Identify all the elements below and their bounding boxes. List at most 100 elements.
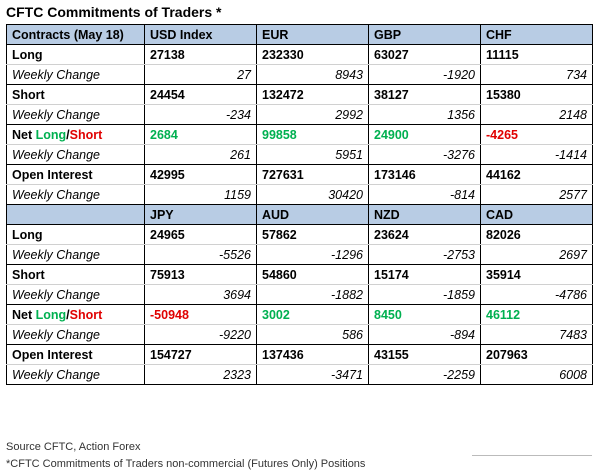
long-value: 63027 — [368, 44, 481, 65]
row-label: Short — [6, 84, 145, 105]
change-value: 5951 — [256, 144, 369, 165]
short-value: 24454 — [144, 84, 257, 105]
header-usd-index: USD Index — [144, 24, 257, 45]
row-label: Open Interest — [6, 344, 145, 365]
change-value: 2992 — [256, 104, 369, 125]
header-row: JPY AUD NZD CAD — [6, 204, 593, 225]
net-change-row: Weekly Change -9220 586 -894 7483 — [6, 324, 593, 345]
net-value: -4265 — [480, 124, 593, 145]
row-label: Weekly Change — [6, 64, 145, 85]
net-label: Net — [12, 307, 36, 322]
short-value: 35914 — [480, 264, 593, 285]
long-value: 11115 — [480, 44, 593, 65]
oi-value: 43155 — [368, 344, 481, 365]
short-value: 38127 — [368, 84, 481, 105]
change-value: 6008 — [480, 364, 593, 385]
short-value: 54860 — [256, 264, 369, 285]
net-value: 24900 — [368, 124, 481, 145]
net-value: 46112 — [480, 304, 593, 325]
row-label: Long — [6, 44, 145, 65]
long-value: 27138 — [144, 44, 257, 65]
change-value: 2148 — [480, 104, 593, 125]
net-long-short-label: Net Long/Short — [6, 304, 145, 325]
page-title: CFTC Commitments of Traders * — [6, 4, 222, 20]
change-value: 734 — [480, 64, 593, 85]
short-change-row: Weekly Change 3694 -1882 -1859 -4786 — [6, 284, 593, 305]
change-value: 8943 — [256, 64, 369, 85]
long-value: 24965 — [144, 224, 257, 245]
net-value: 3002 — [256, 304, 369, 325]
header-eur: EUR — [256, 24, 369, 45]
short-row: Short 24454 132472 38127 15380 — [6, 84, 593, 105]
short-label: Short — [69, 307, 103, 322]
change-value: -2259 — [368, 364, 481, 385]
change-value: 27 — [144, 64, 257, 85]
open-interest-row: Open Interest 154727 137436 43155 207963 — [6, 344, 593, 365]
header-gbp: GBP — [368, 24, 481, 45]
slash-label: / — [66, 127, 70, 142]
change-value: -1296 — [256, 244, 369, 265]
oi-value: 173146 — [368, 164, 481, 185]
row-label: Weekly Change — [6, 184, 145, 205]
short-change-row: Weekly Change -234 2992 1356 2148 — [6, 104, 593, 125]
short-value: 75913 — [144, 264, 257, 285]
row-label: Weekly Change — [6, 364, 145, 385]
short-value: 132472 — [256, 84, 369, 105]
change-value: 2697 — [480, 244, 593, 265]
long-change-row: Weekly Change -5526 -1296 -2753 2697 — [6, 244, 593, 265]
oi-value: 154727 — [144, 344, 257, 365]
header-aud: AUD — [256, 204, 369, 225]
header-nzd: NZD — [368, 204, 481, 225]
change-value: -1920 — [368, 64, 481, 85]
row-label: Weekly Change — [6, 284, 145, 305]
short-value: 15380 — [480, 84, 593, 105]
short-row: Short 75913 54860 15174 35914 — [6, 264, 593, 285]
footnote: *CFTC Commitments of Traders non-commerc… — [6, 458, 366, 470]
change-value: -1882 — [256, 284, 369, 305]
short-value: 15174 — [368, 264, 481, 285]
change-value: 1356 — [368, 104, 481, 125]
slash-label: / — [66, 307, 70, 322]
oi-value: 44162 — [480, 164, 593, 185]
header-chf: CHF — [480, 24, 593, 45]
change-value: 1159 — [144, 184, 257, 205]
change-value: -1414 — [480, 144, 593, 165]
row-label: Short — [6, 264, 145, 285]
long-value: 57862 — [256, 224, 369, 245]
oi-change-row: Weekly Change 2323 -3471 -2259 6008 — [6, 364, 593, 385]
oi-value: 137436 — [256, 344, 369, 365]
oi-change-row: Weekly Change 1159 30420 -814 2577 — [6, 184, 593, 205]
long-change-row: Weekly Change 27 8943 -1920 734 — [6, 64, 593, 85]
row-label: Weekly Change — [6, 104, 145, 125]
net-value: 99858 — [256, 124, 369, 145]
header-jpy: JPY — [144, 204, 257, 225]
net-value: 2684 — [144, 124, 257, 145]
change-value: 586 — [256, 324, 369, 345]
long-value: 82026 — [480, 224, 593, 245]
net-value: 8450 — [368, 304, 481, 325]
change-value: 30420 — [256, 184, 369, 205]
cot-table: Contracts (May 18) USD Index EUR GBP CHF… — [6, 24, 593, 385]
header-label: Contracts (May 18) — [6, 24, 145, 45]
change-value: -1859 — [368, 284, 481, 305]
change-value: -814 — [368, 184, 481, 205]
long-value: 232330 — [256, 44, 369, 65]
change-value: 2323 — [144, 364, 257, 385]
footnote-divider — [472, 455, 592, 456]
oi-value: 42995 — [144, 164, 257, 185]
change-value: 7483 — [480, 324, 593, 345]
header-cad: CAD — [480, 204, 593, 225]
change-value: 261 — [144, 144, 257, 165]
change-value: 2577 — [480, 184, 593, 205]
row-label: Long — [6, 224, 145, 245]
change-value: -5526 — [144, 244, 257, 265]
source-note: Source CFTC, Action Forex — [6, 441, 141, 453]
header-label — [6, 204, 145, 225]
net-label: Net — [12, 127, 36, 142]
header-row: Contracts (May 18) USD Index EUR GBP CHF — [6, 24, 593, 45]
row-label: Open Interest — [6, 164, 145, 185]
short-label: Short — [69, 127, 103, 142]
long-label: Long — [35, 127, 67, 142]
net-change-row: Weekly Change 261 5951 -3276 -1414 — [6, 144, 593, 165]
change-value: -3276 — [368, 144, 481, 165]
